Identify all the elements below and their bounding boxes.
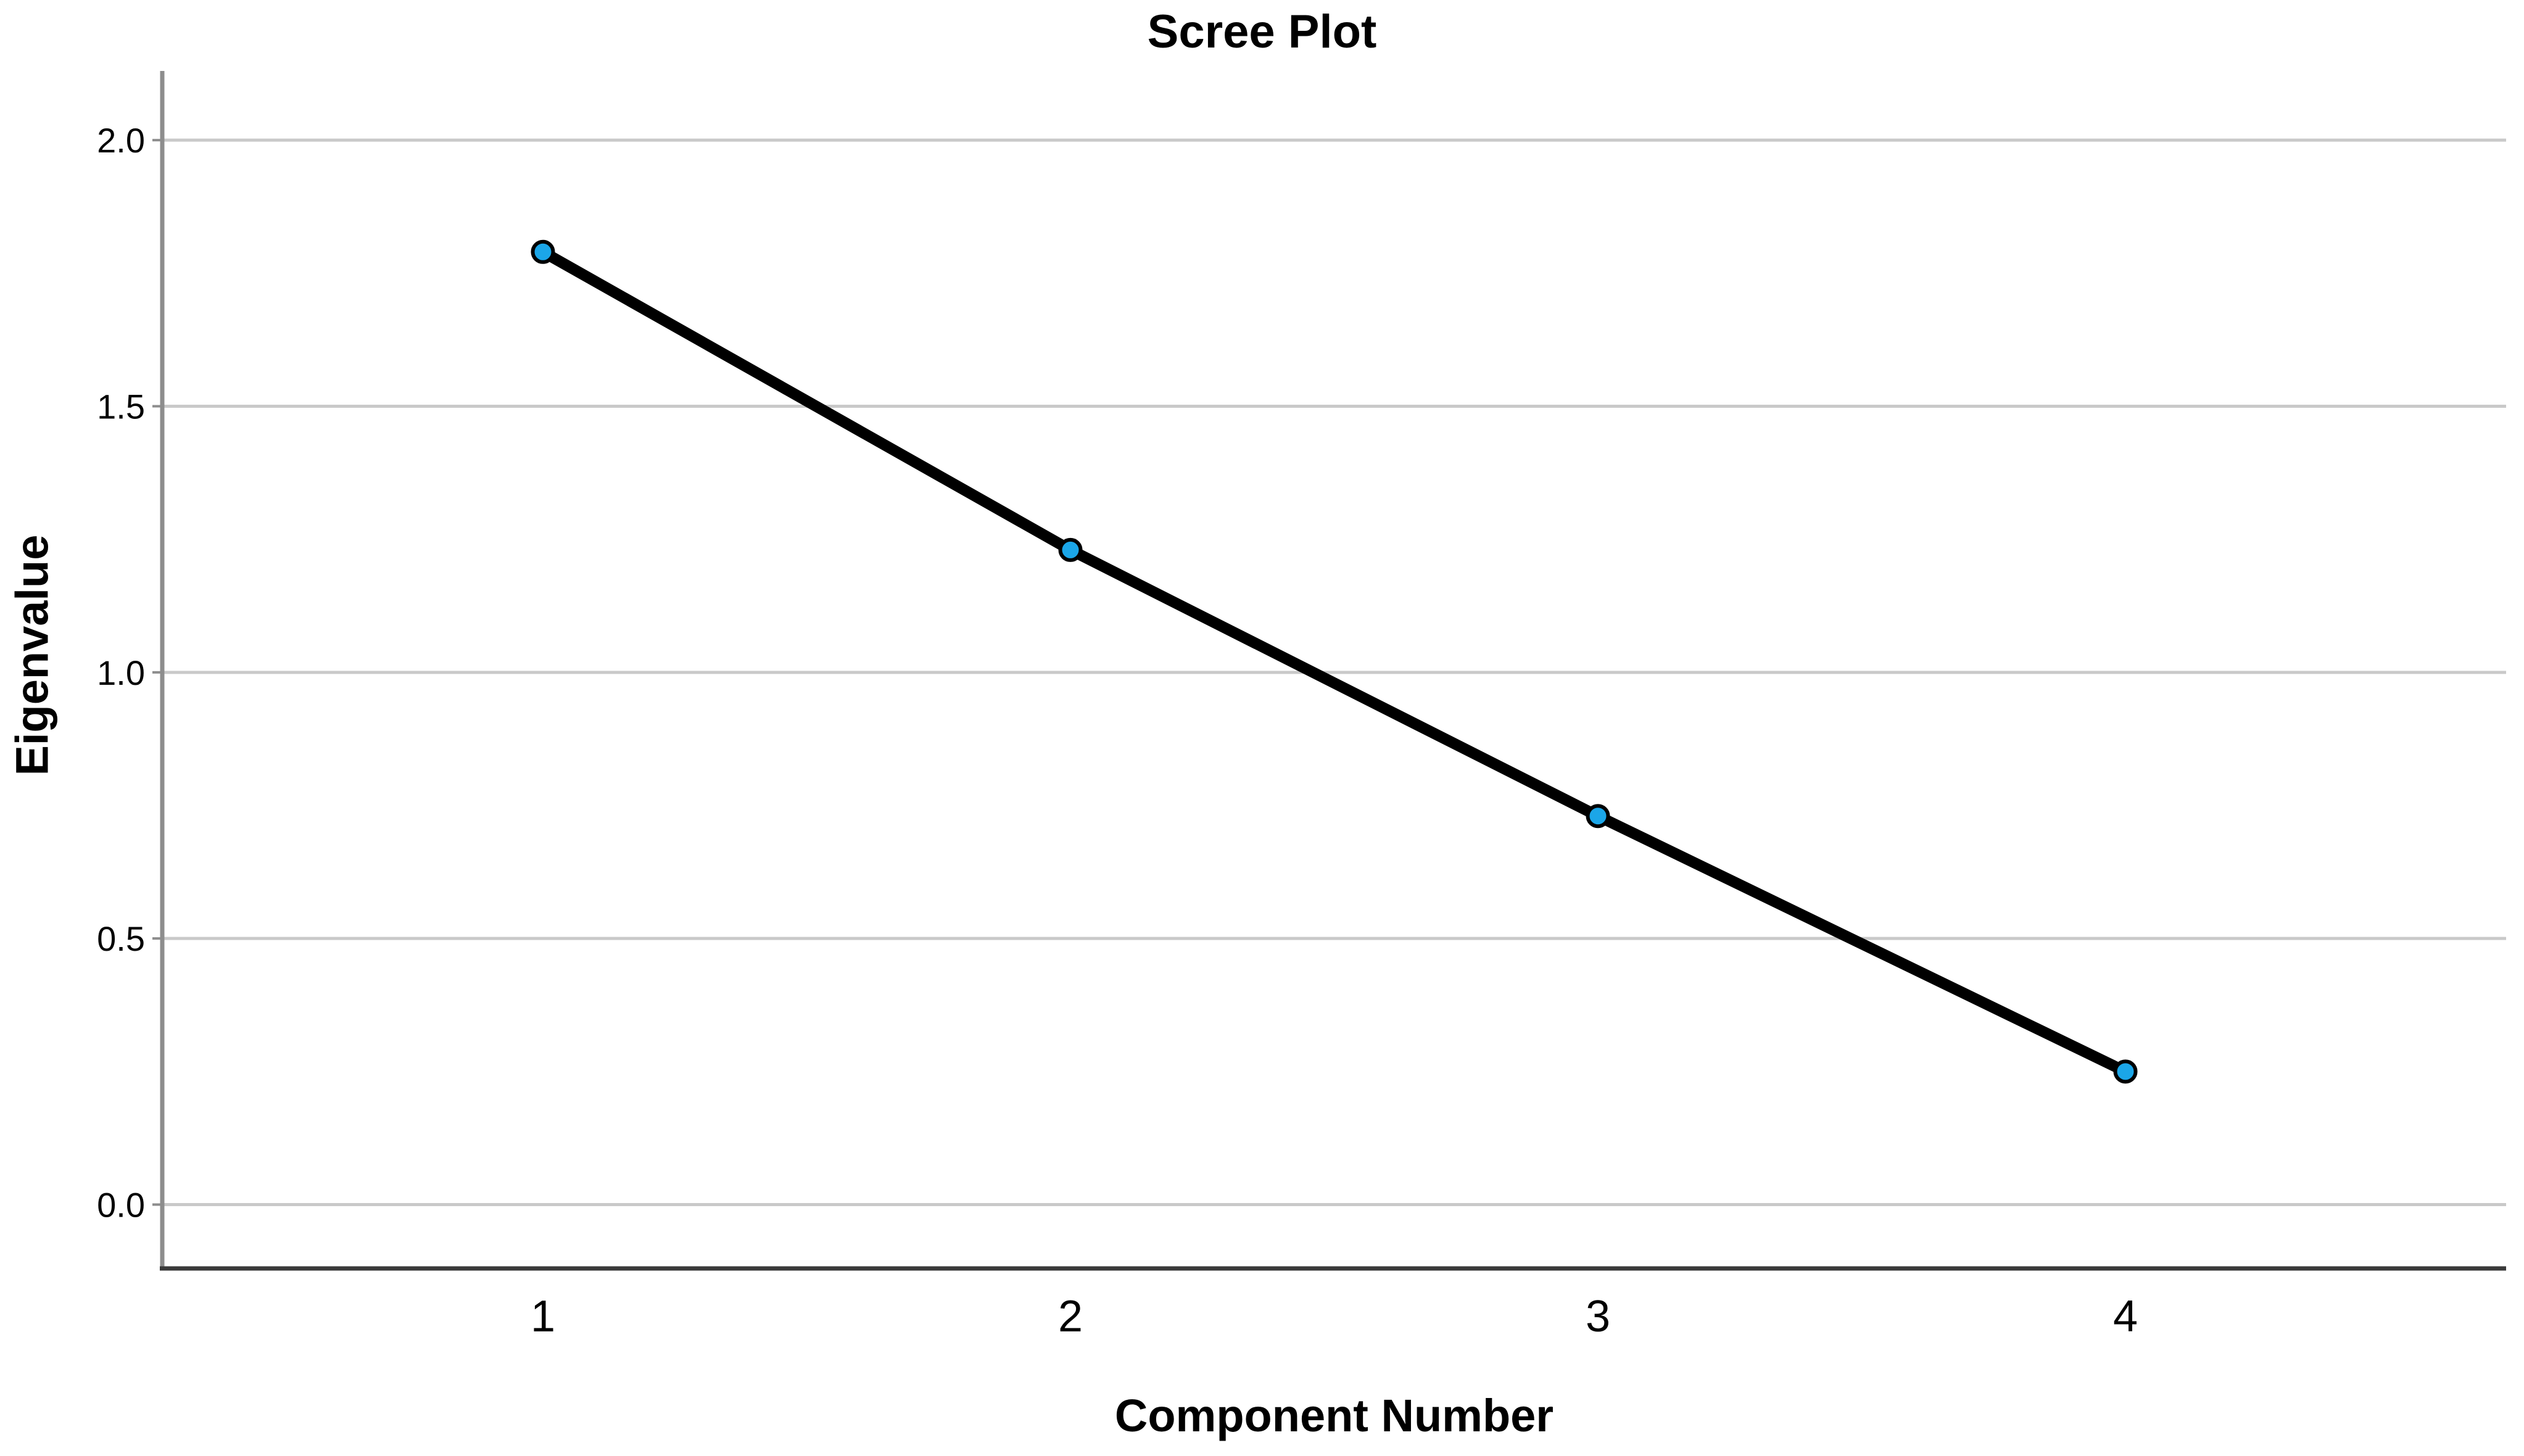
data-point: [1058, 537, 1083, 562]
x-axis-title: Component Number: [1114, 1390, 1554, 1441]
y-tick-label: 1.0: [97, 653, 145, 692]
chart-title: Scree Plot: [1147, 6, 1377, 58]
x-tick-label: 3: [1586, 1292, 1610, 1341]
data-point: [1586, 804, 1610, 829]
y-tick-label: 2.0: [97, 121, 145, 160]
y-tick-label: 0.5: [97, 919, 145, 958]
x-tick-label: 2: [1058, 1292, 1083, 1341]
x-tick-label: 1: [531, 1292, 555, 1341]
data-line: [537, 246, 2131, 1077]
x-tick-label: 4: [2113, 1292, 2138, 1341]
y-tick-label: 0.0: [97, 1185, 145, 1224]
data-point: [2113, 1059, 2138, 1084]
y-tick-label: 1.5: [97, 387, 145, 426]
data-point: [531, 239, 555, 264]
